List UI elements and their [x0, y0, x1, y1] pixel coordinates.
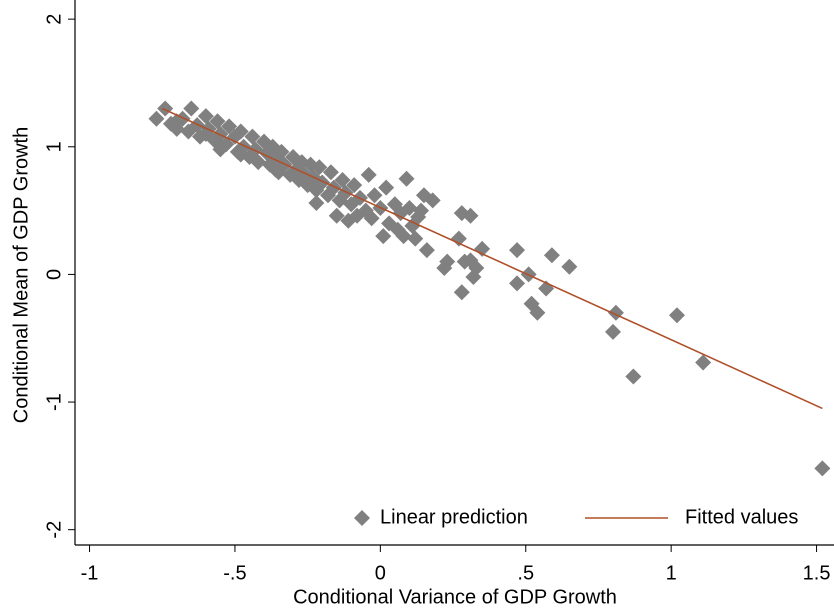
scatter-point — [509, 275, 526, 292]
scatter-point — [244, 128, 261, 145]
scatter-point — [247, 141, 264, 158]
scatter-point — [695, 354, 712, 371]
scatter-point — [407, 230, 424, 247]
scatter-point — [543, 247, 560, 264]
x-tick-label: .5 — [517, 562, 534, 584]
scatter-point — [325, 179, 342, 196]
scatter-point — [340, 212, 357, 229]
scatter-point — [395, 228, 412, 245]
x-tick-label: 0 — [375, 562, 386, 584]
scatter-point — [418, 242, 435, 259]
scatter-point — [561, 258, 578, 275]
scatter-point — [456, 253, 473, 270]
scatter-point — [625, 368, 642, 385]
scatter-point — [212, 141, 229, 158]
y-axis-title: Conditional Mean of GDP Growth — [10, 127, 32, 423]
scatter-point — [415, 187, 432, 204]
scatter-point — [148, 110, 165, 127]
scatter-point — [375, 228, 392, 245]
scatter-point — [523, 295, 540, 312]
scatter-point — [212, 126, 229, 143]
scatter-point — [311, 159, 328, 176]
scatter-point — [209, 113, 226, 130]
scatter-point — [334, 171, 351, 188]
scatter-point — [453, 205, 470, 222]
scatter-point — [328, 207, 345, 224]
scatter-point — [232, 123, 249, 140]
legend-marker — [354, 510, 370, 526]
scatter-point — [273, 143, 290, 160]
scatter-point — [450, 230, 467, 247]
scatter-point — [346, 177, 363, 194]
scatter-point — [221, 118, 238, 135]
scatter-point — [267, 161, 284, 178]
x-tick-label: -.5 — [223, 562, 246, 584]
scatter-point — [453, 284, 470, 301]
scatter-point — [183, 100, 200, 117]
scatter-point — [509, 242, 526, 259]
scatter-point — [308, 194, 325, 211]
y-tick-label: 0 — [43, 269, 65, 280]
scatter-point — [232, 146, 249, 163]
x-axis-title: Conditional Variance of GDP Growth — [293, 586, 617, 608]
scatter-point — [378, 179, 395, 196]
scatter-point — [465, 268, 482, 285]
scatter-point — [363, 210, 380, 227]
y-tick-label: -2 — [43, 521, 65, 539]
legend-label: Linear prediction — [380, 506, 528, 528]
scatter-point — [410, 208, 427, 225]
scatter-point — [197, 126, 214, 143]
scatter-point — [668, 307, 685, 324]
legend-label: Fitted values — [685, 506, 798, 528]
scatter-point — [250, 154, 267, 171]
x-tick-label: 1.5 — [803, 562, 831, 584]
scatter-point — [401, 200, 418, 217]
scatter-point — [366, 187, 383, 204]
scatter-point — [197, 108, 214, 125]
y-tick-label: -1 — [43, 393, 65, 411]
x-tick-label: -1 — [81, 562, 99, 584]
scatter-point — [360, 166, 377, 183]
scatter-point — [398, 170, 415, 187]
scatter-point — [337, 184, 354, 201]
scatter-point — [604, 323, 621, 340]
scatter-point — [322, 164, 339, 181]
fitted-line — [161, 107, 823, 410]
scatter-point — [436, 260, 453, 277]
y-tick-label: 1 — [43, 141, 65, 152]
y-tick-label: 2 — [43, 14, 65, 25]
x-tick-label: 1 — [666, 562, 677, 584]
scatter-point — [814, 460, 831, 477]
